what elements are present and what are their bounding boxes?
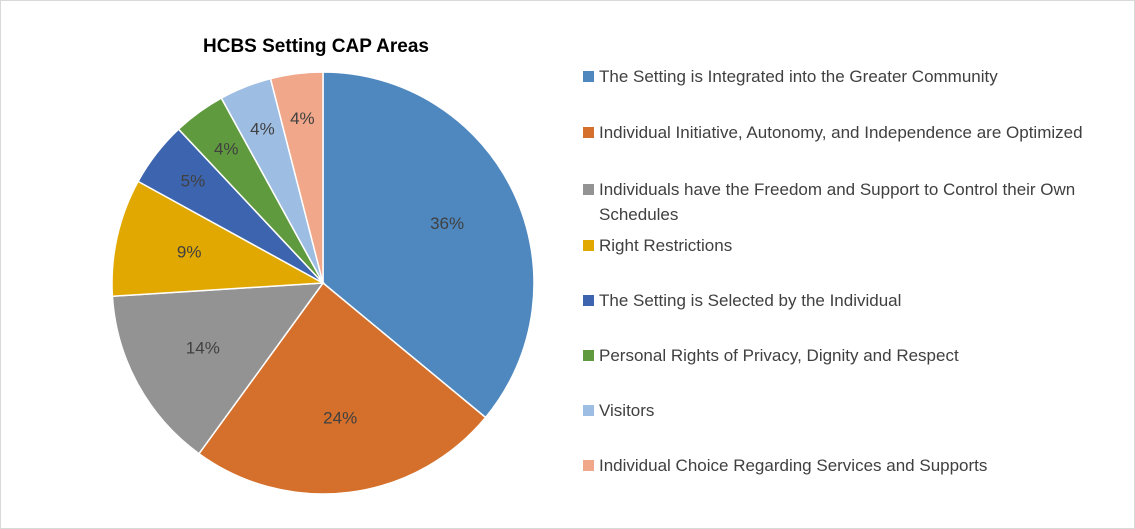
data-label: 9% [177, 243, 202, 262]
legend-swatch [583, 240, 594, 251]
pie-slice [111, 180, 326, 298]
legend-label: Personal Rights of Privacy, Dignity and … [599, 346, 959, 365]
legend-label: Individuals have the Freedom and Support… [599, 180, 1076, 224]
legend-label: The Setting is Selected by the Individua… [599, 291, 902, 310]
pie-slice [322, 71, 535, 419]
data-label: 4% [290, 109, 315, 128]
legend-label: Individual Initiative, Autonomy, and Ind… [599, 123, 1083, 142]
legend-entry: Visitors [581, 398, 1111, 423]
legend-label: Individual Choice Regarding Services and… [599, 456, 988, 475]
data-label: 36% [430, 214, 464, 233]
legend-swatch [583, 350, 594, 361]
legend-label: Right Restrictions [599, 236, 733, 255]
legend-entry: Right Restrictions [581, 233, 1111, 258]
pie-slice [269, 71, 324, 284]
legend-entry: The Setting is Integrated into the Great… [581, 64, 1111, 89]
legend-label: The Setting is Integrated into the Great… [599, 67, 998, 86]
pie-slice [197, 281, 487, 495]
data-label: 4% [214, 139, 239, 158]
legend-swatch [583, 405, 594, 416]
data-label: 5% [181, 172, 206, 191]
pie-slice [111, 282, 325, 455]
legend-entry: Individual Choice Regarding Services and… [581, 453, 1111, 478]
chart-title: HCBS Setting CAP Areas [203, 36, 429, 57]
legend-entry: Personal Rights of Privacy, Dignity and … [581, 343, 1111, 368]
data-label: 24% [323, 409, 357, 428]
legend-label: Visitors [599, 401, 655, 420]
legend-swatch [583, 127, 594, 138]
data-label: 14% [186, 339, 220, 358]
data-label: 4% [250, 119, 275, 138]
legend-entry: The Setting is Selected by the Individua… [581, 288, 1111, 313]
legend-entry: Individual Initiative, Autonomy, and Ind… [581, 120, 1111, 145]
legend-swatch [583, 71, 594, 82]
legend-swatch [583, 460, 594, 471]
legend-swatch [583, 184, 594, 195]
legend-entry: Individuals have the Freedom and Support… [581, 177, 1111, 227]
legend-swatch [583, 295, 594, 306]
